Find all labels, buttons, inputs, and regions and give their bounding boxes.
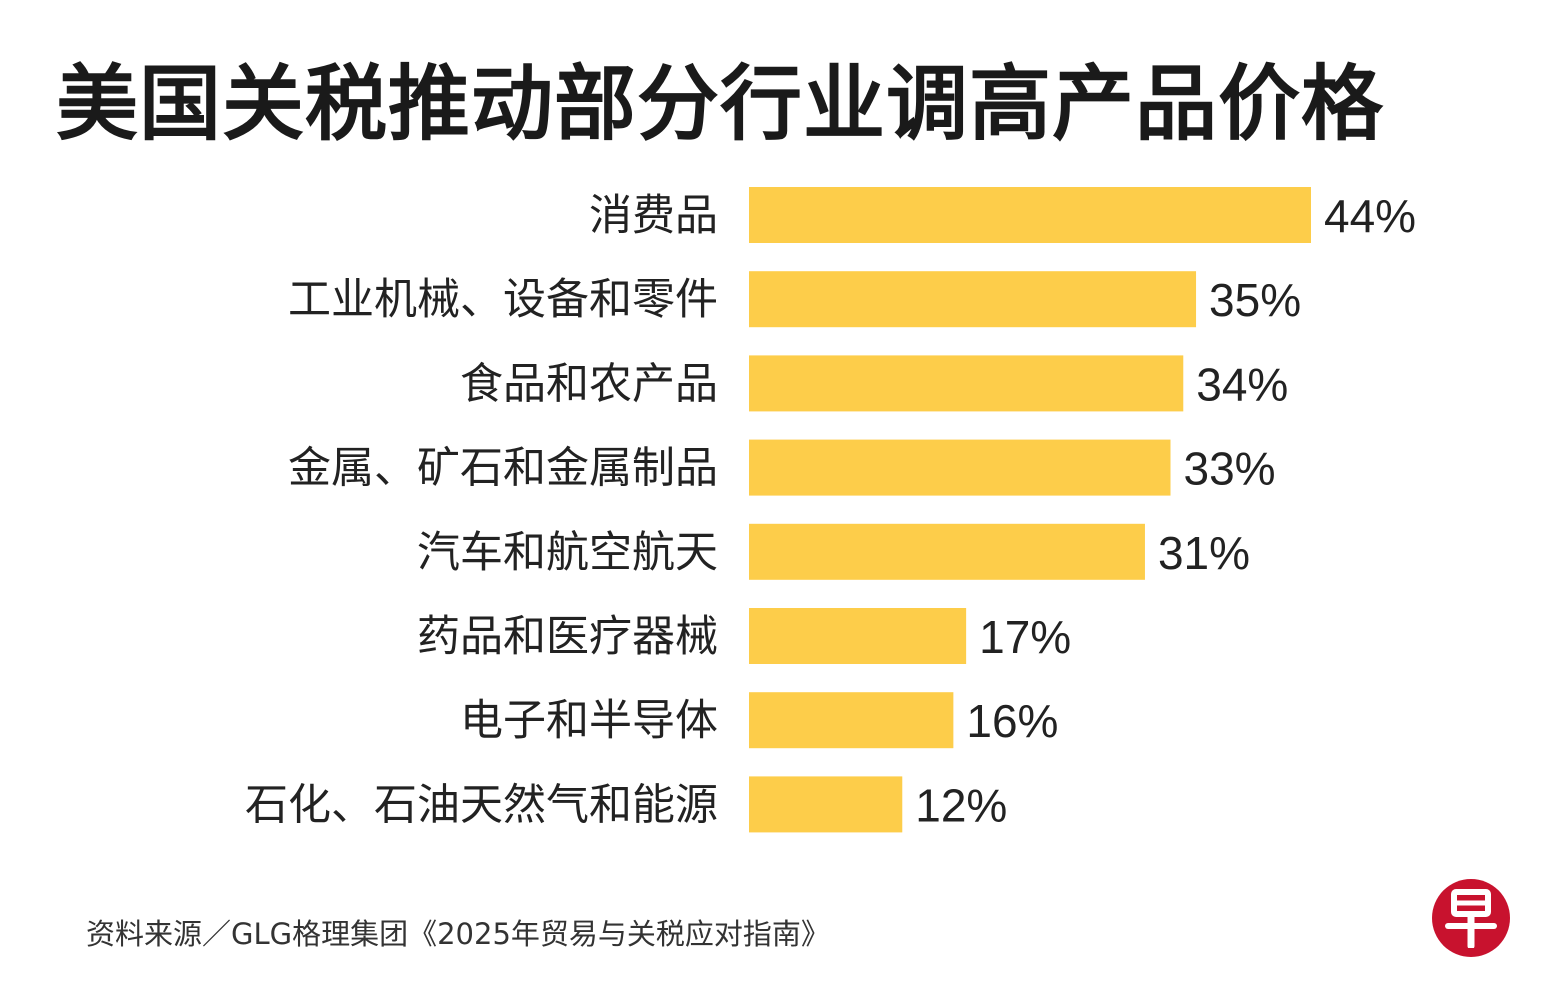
category-label: 消费品 — [589, 191, 718, 241]
value-label: 44% — [1324, 190, 1416, 242]
value-label: 33% — [1184, 443, 1276, 495]
value-label: 12% — [915, 779, 1007, 831]
value-label: 16% — [966, 695, 1058, 747]
value-label: 34% — [1196, 358, 1288, 410]
value-label: 17% — [979, 611, 1071, 663]
category-label: 电子和半导体 — [460, 696, 718, 746]
bar — [749, 692, 954, 749]
bar — [749, 608, 967, 664]
bar — [749, 523, 1145, 580]
category-label: 食品和农产品 — [460, 359, 718, 409]
category-label: 药品和医疗器械 — [417, 612, 718, 662]
bar — [749, 439, 1171, 496]
category-label: 工业机械、设备和零件 — [288, 275, 718, 325]
zaobao-logo-icon — [1432, 879, 1510, 957]
bars-group — [749, 187, 1311, 833]
bar — [749, 271, 1197, 328]
source-note: 资料来源／GLG格理集团《2025年贸易与关税应对指南》 — [86, 917, 830, 951]
category-label: 汽车和航空航天 — [417, 528, 718, 578]
category-labels-group: 消费品工业机械、设备和零件食品和农产品金属、矿石和金属制品汽车和航空航天药品和医… — [245, 191, 718, 830]
bar — [749, 187, 1311, 243]
value-label: 35% — [1209, 274, 1301, 326]
zao-glyph-icon — [1445, 889, 1497, 948]
chart-title: 美国关税推动部分行业调高产品价格 — [56, 57, 1385, 152]
category-label: 石化、石油天然气和能源 — [245, 780, 718, 830]
category-label: 金属、矿石和金属制品 — [288, 444, 718, 494]
value-label: 31% — [1158, 527, 1250, 579]
bar — [749, 776, 903, 833]
value-labels-group: 44% 35% 34% 33% 31% 17% 16% 12% — [915, 190, 1416, 831]
bar — [749, 355, 1184, 412]
